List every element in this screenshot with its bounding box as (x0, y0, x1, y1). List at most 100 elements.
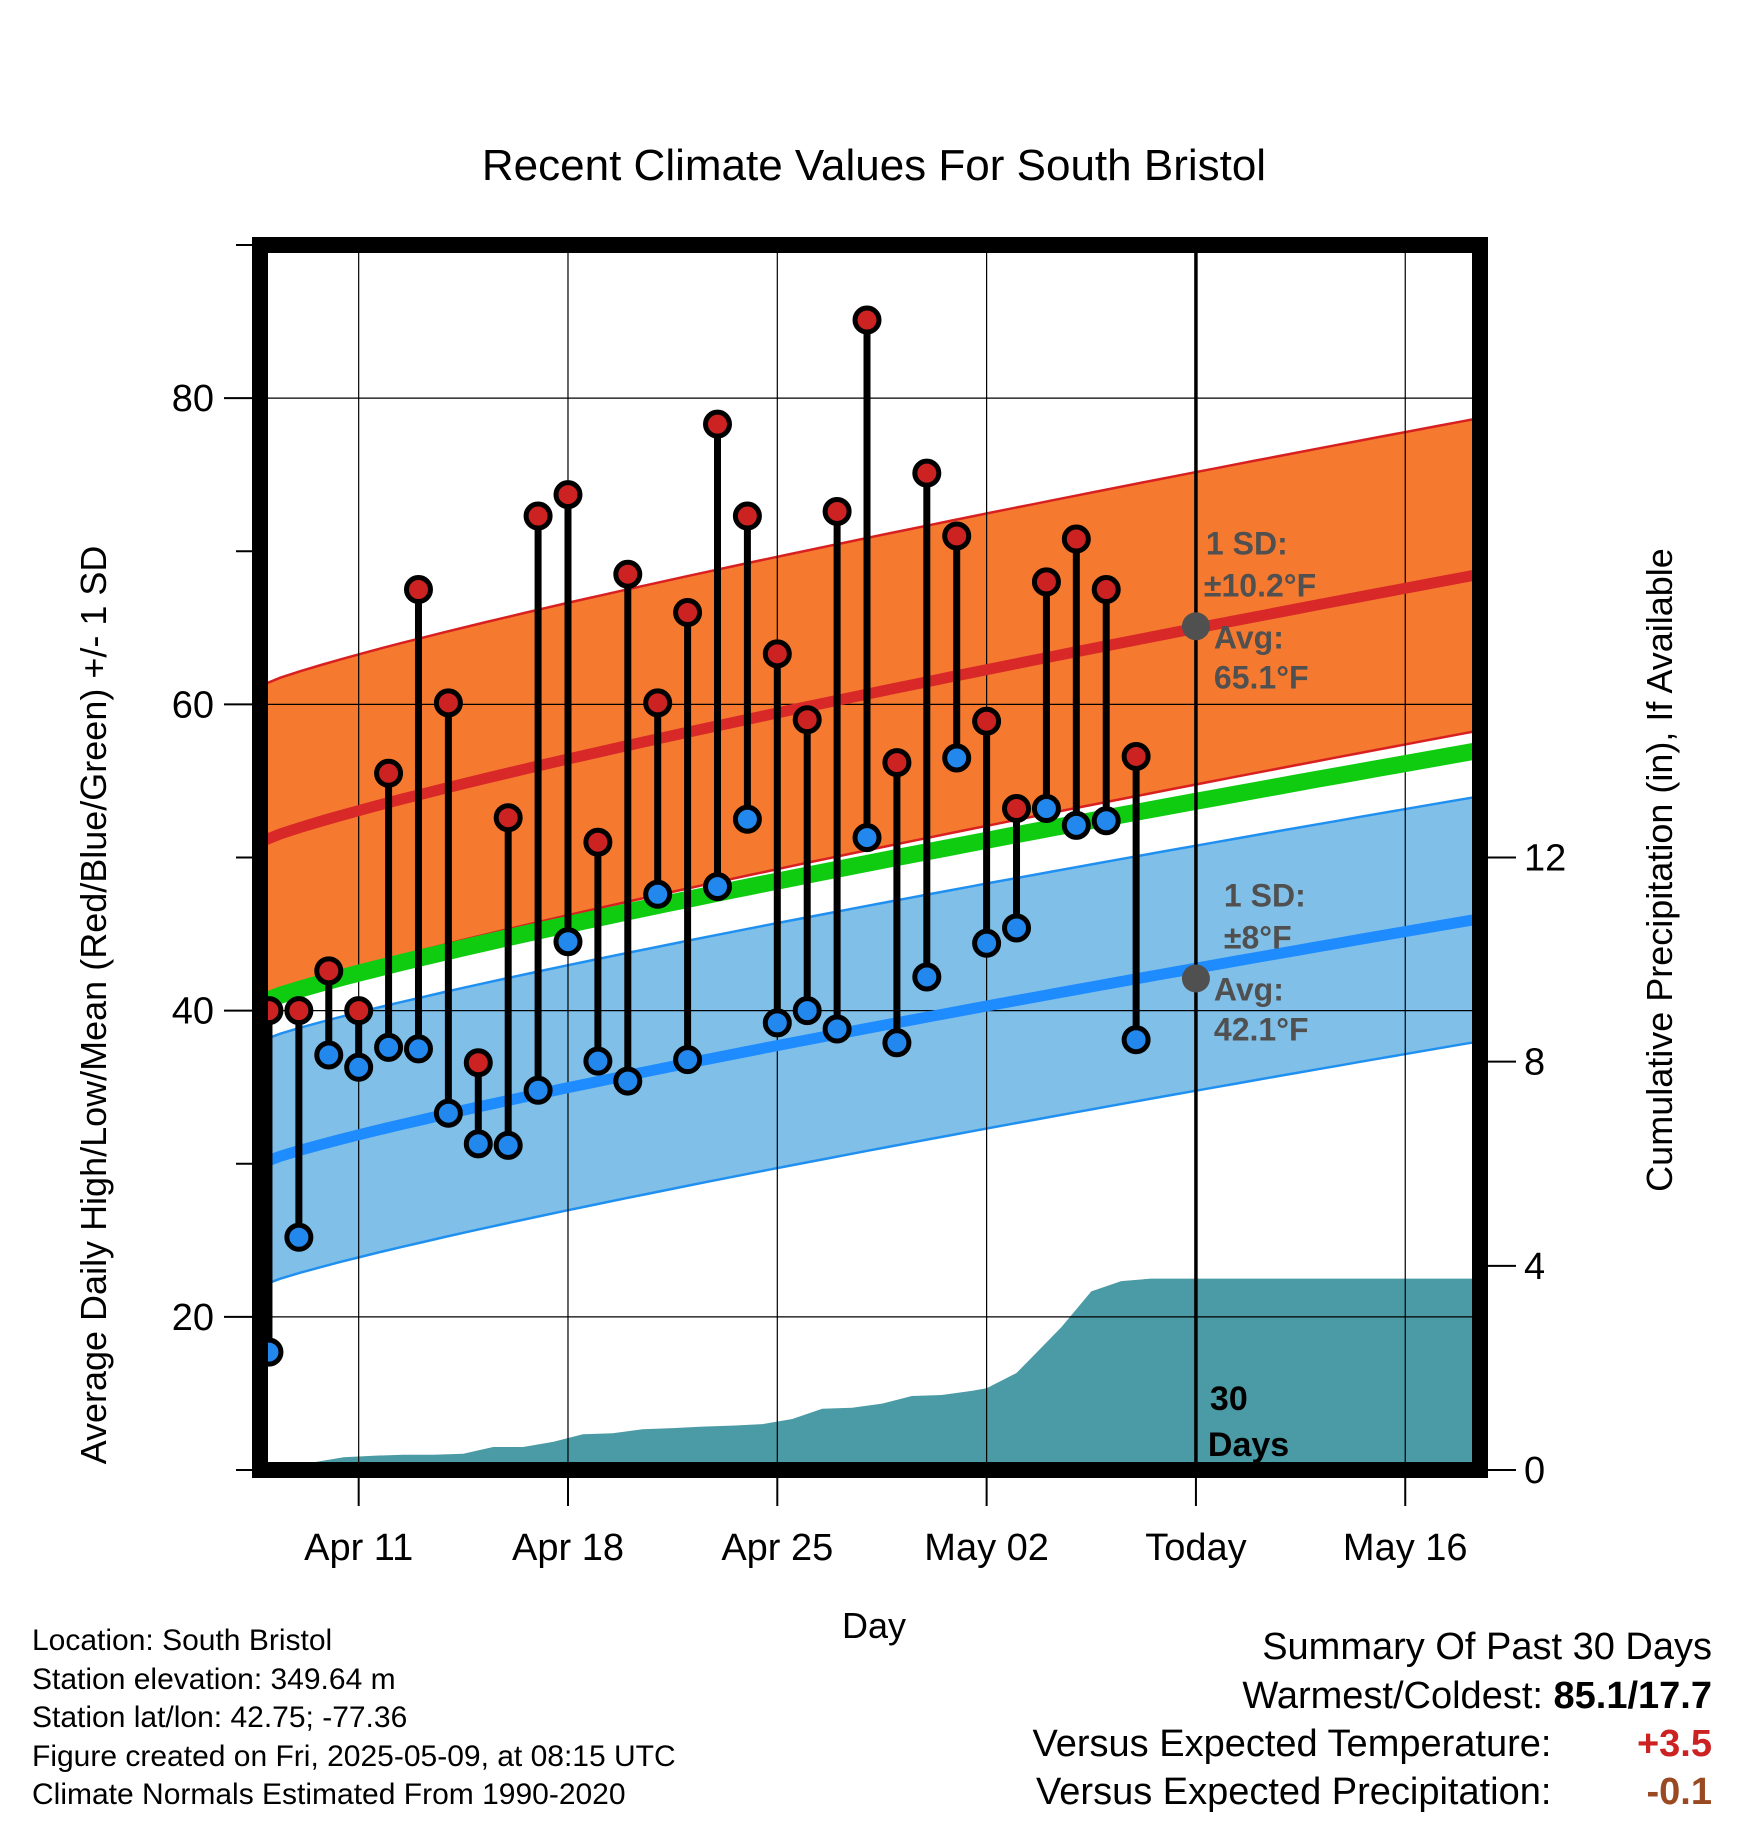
y-right-tick-label: 8 (1524, 1042, 1545, 1084)
low-temp-point (912, 962, 942, 992)
station-info: Location: South Bristol Station elevatio… (32, 1622, 676, 1815)
low-temp-point (972, 928, 1002, 958)
low-temp-point (732, 804, 762, 834)
low-temp-point (792, 996, 822, 1026)
low-temp-point (374, 1032, 404, 1062)
high-temp-point (344, 996, 374, 1026)
low-sd-band (260, 796, 1480, 1287)
y-right-tick-label: 12 (1524, 838, 1566, 880)
precip-value: -0.1 (1646, 1771, 1712, 1813)
high-avg-marker (1181, 612, 1210, 641)
low-avg-marker (1181, 964, 1210, 993)
high-temp-point (643, 688, 673, 718)
low-temp-point (493, 1130, 523, 1160)
high-avg-value: 65.1°F (1214, 659, 1309, 695)
x-tick-label: May 02 (924, 1527, 1049, 1569)
temp-value: +3.5 (1636, 1723, 1712, 1765)
x-tick-label: Apr 18 (512, 1527, 624, 1569)
low-temp-point (882, 1028, 912, 1058)
warmest-value: 85.1/17.7 (1553, 1675, 1712, 1717)
low-sd-upper-edge (259, 795, 1481, 1043)
high-temp-point (314, 956, 344, 986)
high-temp-point (762, 639, 792, 669)
elevation-text: Station elevation: 349.64 m (32, 1662, 396, 1696)
low-sd-lower-edge (259, 1040, 1481, 1288)
normals-text: Climate Normals Estimated From 1990-2020 (32, 1778, 626, 1811)
low-temp-point (673, 1045, 703, 1075)
low-sd-value: ±8°F (1224, 919, 1292, 955)
high-avg-label: Avg: (1214, 619, 1284, 655)
low-temp-point (403, 1034, 433, 1064)
high-temp-point (912, 458, 942, 488)
low-sd-label: 1 SD: (1224, 877, 1306, 913)
x-tick-label: Apr 11 (304, 1527, 413, 1569)
high-temp-point (1061, 524, 1091, 554)
low-temp-point (1002, 913, 1032, 943)
low-temp-point (762, 1008, 792, 1038)
high-temp-point (1002, 794, 1032, 823)
high-temp-point (792, 705, 822, 735)
low-temp-point (1121, 1025, 1151, 1055)
low-temp-point (344, 1052, 374, 1082)
days-count-label: 30 (1210, 1380, 1248, 1418)
plot-area: 1 SD: ±10.2°F Avg: 65.1°F 1 SD: ±8°F Avg: 42.1°… (172, 237, 1566, 1569)
summary-heading: Summary Of Past 30 Days (1262, 1626, 1712, 1668)
high-temp-point (703, 409, 732, 439)
low-temp-point (822, 1014, 852, 1044)
low-temp-point (463, 1129, 493, 1159)
high-temp-point (673, 598, 703, 627)
warmest-label: Warmest/Coldest: (1242, 1675, 1543, 1717)
high-temp-point (1031, 567, 1061, 597)
high-temp-point (972, 706, 1002, 736)
high-temp-point (613, 559, 643, 589)
low-temp-point (314, 1040, 344, 1070)
high-sd-label: 1 SD: (1206, 525, 1288, 561)
summary-panel: Summary Of Past 30 Days Warmest/Coldest:… (1033, 1622, 1712, 1816)
latlon-text: Station lat/lon: 42.75; -77.36 (32, 1701, 408, 1734)
y-right-tick-label: 0 (1524, 1450, 1545, 1492)
high-temp-point (463, 1048, 493, 1078)
high-temp-point (433, 688, 463, 718)
x-tick-label: May 16 (1343, 1527, 1468, 1569)
high-temp-point (942, 521, 972, 551)
chart-title: Recent Climate Values For South Bristol (482, 141, 1266, 190)
low-temp-point (643, 879, 673, 909)
high-temp-point (852, 305, 882, 335)
y-left-tick-label: 80 (172, 378, 214, 420)
high-temp-point (284, 996, 314, 1026)
high-temp-point (583, 827, 613, 857)
days-word-label: Days (1208, 1426, 1289, 1464)
high-temp-point (553, 480, 583, 510)
x-tick-label: Today (1145, 1527, 1246, 1569)
low-avg-label: Avg: (1214, 971, 1284, 1007)
low-temp-point (703, 872, 732, 902)
high-temp-point (1121, 741, 1151, 771)
low-temp-point (284, 1222, 314, 1252)
created-text: Figure created on Fri, 2025-05-09, at 08… (32, 1739, 676, 1773)
y-right-tick-label: 4 (1524, 1246, 1545, 1288)
x-axis-label: Day (842, 1605, 906, 1646)
y-left-tick-label: 20 (172, 1297, 214, 1339)
high-temp-point (882, 748, 912, 778)
precip-label: Versus Expected Precipitation: (1036, 1771, 1552, 1813)
plot-frame (252, 237, 1488, 1478)
low-avg-value: 42.1°F (1214, 1011, 1309, 1047)
y-left-tick-label: 60 (172, 684, 214, 726)
low-temp-point (583, 1046, 613, 1076)
high-sd-value: ±10.2°F (1204, 567, 1316, 603)
precip-row: Versus Expected Precipitation: -0.1 (1033, 1768, 1712, 1816)
y-left-tick-label: 40 (172, 991, 214, 1033)
warmest-row: Warmest/Coldest: 85.1/17.7 (1033, 1672, 1712, 1720)
high-temp-point (822, 496, 852, 526)
low-temp-point (852, 823, 882, 853)
high-temp-point (523, 501, 553, 531)
temp-row: Versus Expected Temperature: +3.5 (1033, 1720, 1712, 1768)
precip-area (260, 1278, 1480, 1470)
low-temp-point (1061, 810, 1091, 840)
x-tick-label: Apr 25 (721, 1527, 833, 1569)
high-temp-point (732, 501, 762, 531)
high-temp-point (1091, 575, 1121, 605)
low-temp-point (613, 1066, 643, 1096)
low-temp-point (553, 927, 583, 957)
